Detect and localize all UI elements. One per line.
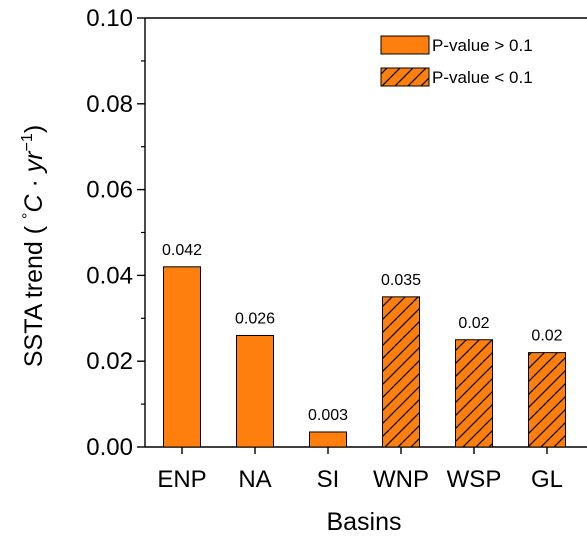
x-axis-title: Basins	[326, 508, 401, 536]
y-axis-title-unit-yr: yr	[20, 150, 48, 175]
x-tick-label: WNP	[373, 466, 429, 493]
y-tick-label: 0.00	[86, 434, 133, 461]
y-axis-title: SSTA trend ( °C · yr−1)	[19, 125, 48, 367]
legend-label: P-value < 0.1	[432, 68, 533, 87]
bars	[163, 266, 566, 448]
bar-hatch-wsp	[455, 339, 493, 447]
y-tick-label: 0.08	[86, 91, 133, 118]
y-ticks: 0.00 0.02 0.04 0.06 0.08 0.10	[86, 5, 145, 461]
data-label: 0.042	[162, 242, 202, 259]
bar-si	[309, 431, 347, 447]
data-label: 0.02	[531, 328, 562, 345]
data-label: 0.026	[235, 310, 275, 327]
x-tick-label: ENP	[157, 466, 206, 493]
x-tick-label: SI	[317, 466, 340, 493]
legend-label: P-value > 0.1	[432, 36, 533, 55]
bar-hatch-wnp	[382, 296, 420, 447]
y-axis-title-prefix: SSTA trend (	[20, 219, 48, 367]
y-axis-title-degree: °	[20, 213, 37, 219]
data-label: 0.035	[381, 272, 421, 289]
y-axis-title-exponent: −1	[19, 133, 36, 151]
bar-na	[236, 335, 274, 447]
x-tick-label: WSP	[447, 466, 502, 493]
data-label: 0.003	[308, 407, 348, 424]
y-tick-label: 0.06	[86, 177, 133, 204]
y-axis-title-dot: ·	[20, 172, 48, 194]
data-label: 0.02	[458, 315, 489, 332]
x-tick-labels: ENP NA SI WNP WSP GL	[157, 447, 563, 493]
x-tick-label: GL	[531, 466, 563, 493]
bar-enp	[163, 266, 201, 447]
y-tick-label: 0.10	[86, 5, 133, 32]
y-axis-title-suffix: )	[20, 125, 48, 133]
y-axis-title-unit-c: C	[20, 194, 48, 213]
legend-swatch-significant-yes	[380, 67, 430, 87]
legend: P-value > 0.1 P-value < 0.1	[380, 35, 533, 87]
y-tick-label: 0.04	[86, 262, 133, 289]
data-labels: 0.042 0.026 0.003 0.035 0.02 0.02	[162, 242, 563, 424]
y-tick-label: 0.02	[86, 348, 133, 375]
x-tick-label: NA	[238, 466, 271, 493]
legend-swatch-significant-no	[380, 35, 430, 55]
bar-hatch-gl	[528, 352, 566, 447]
